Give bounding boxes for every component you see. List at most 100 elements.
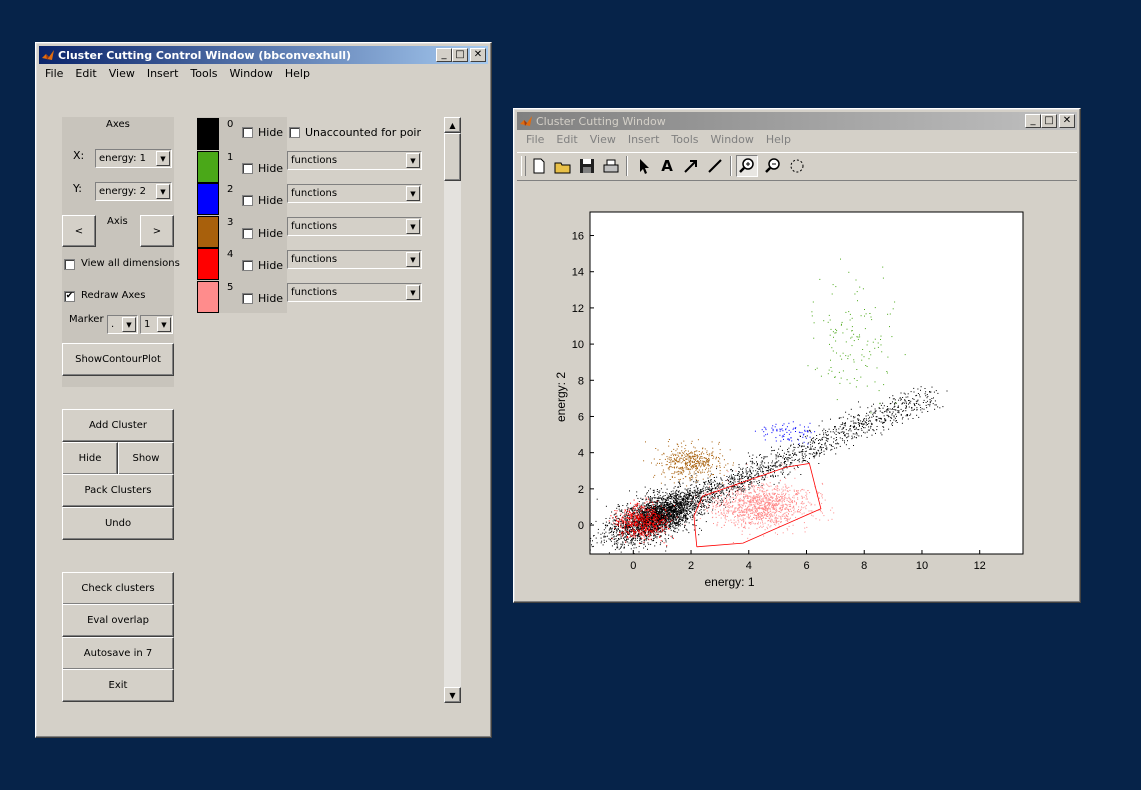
scroll-thumb[interactable]: [444, 133, 461, 181]
maximize-button[interactable]: □: [452, 48, 468, 62]
data-point: [637, 524, 639, 526]
menu-window[interactable]: Window: [229, 67, 273, 80]
cluster-hide-checkbox[interactable]: [242, 227, 253, 239]
cluster-hide-checkbox[interactable]: [242, 260, 253, 272]
cluster-hide-checkbox[interactable]: [242, 127, 253, 138]
cluster-hide-checkbox[interactable]: [242, 195, 253, 207]
marker-style-select[interactable]: . ▼: [107, 315, 138, 334]
cluster-color-5[interactable]: [197, 281, 219, 313]
menu-view[interactable]: View: [589, 133, 616, 146]
cluster-color-1[interactable]: [197, 150, 219, 183]
data-point: [732, 464, 734, 466]
maximize-button[interactable]: □: [1041, 114, 1057, 128]
menu-insert[interactable]: Insert: [146, 67, 179, 80]
prev-axis-button[interactable]: <: [62, 215, 96, 247]
data-point: [662, 529, 664, 531]
menu-tools[interactable]: Tools: [671, 133, 699, 146]
exit-button[interactable]: Exit: [62, 669, 174, 702]
autosave-button[interactable]: Autosave in 7: [62, 637, 174, 670]
data-point: [677, 513, 679, 515]
minimize-button[interactable]: _: [436, 48, 452, 62]
control-window-titlebar[interactable]: Cluster Cutting Control Window (bbconvex…: [39, 46, 488, 64]
data-point: [700, 489, 702, 491]
data-point: [851, 438, 853, 440]
y-axis-select[interactable]: energy: 2 ▼: [95, 182, 172, 201]
unaccounted-checkbox[interactable]: [289, 127, 300, 138]
data-point: [920, 407, 922, 408]
zoom-out-icon[interactable]: [763, 156, 783, 176]
menu-help[interactable]: Help: [765, 133, 791, 146]
close-button[interactable]: ✕: [470, 48, 486, 62]
cluster-hide-checkbox[interactable]: [242, 293, 253, 304]
cluster-color-3[interactable]: [197, 215, 219, 248]
data-point: [666, 502, 668, 503]
show-contour-button[interactable]: ShowContourPlot: [62, 343, 174, 376]
data-point: [687, 511, 688, 513]
data-point: [814, 455, 816, 457]
data-point: [764, 479, 766, 481]
menu-tools[interactable]: Tools: [190, 67, 218, 80]
marker-size-select[interactable]: 1 ▼: [140, 315, 173, 334]
data-point: [696, 450, 698, 452]
cluster-functions-select[interactable]: functions ▼: [287, 250, 422, 269]
cluster-functions-select[interactable]: functions ▼: [287, 184, 422, 203]
data-point: [667, 495, 669, 497]
data-point: [678, 473, 680, 475]
menu-help[interactable]: Help: [284, 67, 310, 80]
pack-clusters-button[interactable]: Pack Clusters: [62, 474, 174, 507]
cluster-color-0[interactable]: [197, 118, 219, 150]
menu-window[interactable]: Window: [710, 133, 754, 146]
menu-edit[interactable]: Edit: [556, 133, 578, 146]
open-folder-icon[interactable]: [553, 156, 573, 176]
rotate-icon[interactable]: [787, 156, 807, 176]
cluster-hide-checkbox[interactable]: [242, 162, 253, 174]
print-icon[interactable]: [601, 156, 621, 176]
save-icon[interactable]: [577, 156, 597, 176]
cluster-functions-select[interactable]: functions ▼: [287, 151, 422, 170]
menu-file[interactable]: File: [526, 133, 545, 146]
data-point: [686, 497, 688, 499]
menu-file[interactable]: File: [45, 67, 64, 80]
data-point: [865, 313, 867, 315]
arrow-diagonal-icon[interactable]: [681, 156, 701, 176]
menu-insert[interactable]: Insert: [627, 133, 660, 146]
menu-view[interactable]: View: [108, 67, 135, 80]
new-file-icon[interactable]: [529, 156, 549, 176]
data-point: [669, 508, 671, 510]
cluster-color-2[interactable]: [197, 183, 219, 216]
arrow-icon[interactable]: [633, 156, 653, 176]
data-point: [647, 517, 649, 519]
cluster-color-4[interactable]: [197, 248, 219, 281]
data-point: [826, 449, 828, 451]
plot-window-titlebar[interactable]: Cluster Cutting Window _ □ ✕: [517, 112, 1077, 130]
undo-button[interactable]: Undo: [62, 507, 174, 540]
data-point: [891, 413, 893, 415]
show-button[interactable]: Show: [118, 442, 174, 475]
hide-button[interactable]: Hide: [62, 442, 118, 475]
text-A-icon[interactable]: A: [661, 157, 673, 175]
data-point: [664, 510, 666, 512]
view-all-checkbox[interactable]: [64, 259, 75, 270]
data-point: [590, 537, 592, 539]
data-point: [663, 499, 665, 501]
redraw-axes-checkbox[interactable]: ✔: [64, 291, 75, 302]
cluster-functions-select[interactable]: functions ▼: [287, 283, 422, 302]
data-point: [603, 535, 605, 537]
next-axis-button[interactable]: >: [140, 215, 174, 247]
cluster-functions-select[interactable]: functions ▼: [287, 217, 422, 236]
x-axis-select[interactable]: energy: 1 ▼: [95, 149, 172, 168]
menu-edit[interactable]: Edit: [75, 67, 97, 80]
cluster-scrollbar[interactable]: ▲ ▼: [444, 117, 461, 703]
scroll-down-button[interactable]: ▼: [444, 687, 461, 703]
close-button[interactable]: ✕: [1059, 114, 1075, 128]
minimize-button[interactable]: _: [1025, 114, 1041, 128]
add-cluster-button[interactable]: Add Cluster: [62, 409, 174, 442]
zoom-in-toggle[interactable]: [736, 155, 758, 177]
data-point: [631, 539, 633, 540]
line-icon[interactable]: [705, 156, 725, 176]
check-clusters-button[interactable]: Check clusters: [62, 572, 174, 605]
data-point: [898, 412, 900, 414]
scroll-up-button[interactable]: ▲: [444, 117, 461, 133]
eval-overlap-button[interactable]: Eval overlap: [62, 604, 174, 637]
